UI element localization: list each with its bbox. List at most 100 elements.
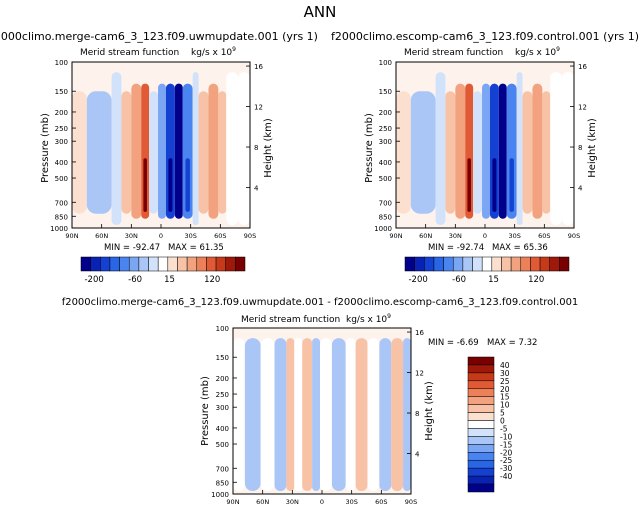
panel-1-cell <box>86 91 112 214</box>
panel-1-colorbar-swatch <box>128 256 140 272</box>
panel-3-colorbar-label: -15 <box>500 440 512 449</box>
panel-1-yticks-right: 16 12 8 4 <box>246 63 263 193</box>
panel-1-colorbar-swatch <box>206 256 217 272</box>
panel-2-ytick-label: 700 <box>379 199 392 207</box>
panel-1-ytick-label: 700 <box>55 199 68 207</box>
panel-1-colorbar-swatch <box>235 256 246 272</box>
panel-3-colorbar-label: -5 <box>500 424 508 433</box>
panel-3-colorbar-swatch <box>467 452 495 461</box>
panel-2-plot <box>395 61 575 229</box>
panel-3-ylabel: Pressure (mb) <box>200 376 211 446</box>
panel-3-units: kg/s x 109 <box>346 313 391 325</box>
panel-1-cell <box>198 91 209 214</box>
panel-3-colorbar-label: -10 <box>500 432 512 441</box>
panel-3-xtick-label: 30N <box>286 498 299 506</box>
panel-3-ytick-label: 1000 <box>211 491 229 499</box>
panel-1-ytick-label: 200 <box>55 109 68 117</box>
panel-1-title: f2000climo.merge-cam6_3_123.f09.uwmupdat… <box>0 30 318 43</box>
panel-2-ytick-right-label: 16 <box>578 63 587 71</box>
panel-1-cell-core <box>177 158 181 212</box>
panel-1-xtick-label: 90N <box>65 232 78 240</box>
panel-1-cell <box>158 83 166 219</box>
panel-1-ytick-label: 300 <box>55 138 68 146</box>
panel-2-colorbar-swatch <box>424 256 435 272</box>
panel-2-cell <box>455 83 466 219</box>
panel-2-cell <box>396 91 411 214</box>
panel-1-colorbar-swatch <box>186 256 198 272</box>
panel-1-cell <box>149 91 159 214</box>
panel-1-colorbar-label: 120 <box>204 275 220 285</box>
panel-1-cell <box>182 83 193 219</box>
panel-2-xtick-label: 0 <box>483 232 487 240</box>
panel-2-cell <box>532 83 543 219</box>
panel-1-cell <box>192 72 199 226</box>
panel-1-xticks: 90N 60N 30N 0 30S 60S 90S <box>65 224 256 240</box>
panel-3-ytick-label: 850 <box>216 479 229 487</box>
panel-3-cell <box>260 338 275 492</box>
panel-3-plot <box>232 327 412 495</box>
panel-1-cell <box>218 91 227 214</box>
panel-3-ytick-label: 200 <box>216 375 229 383</box>
panel-2-cell <box>473 91 483 214</box>
panel-1: f2000climo.merge-cam6_3_123.f09.uwmupdat… <box>0 30 318 285</box>
panel-1-cell-core <box>143 158 147 212</box>
panel-1-ytick-label: 100 <box>55 59 68 67</box>
panel-1-max: MAX = 61.35 <box>168 243 224 253</box>
panel-3-colorbar-swatch <box>467 459 495 469</box>
panel-2-cell <box>445 91 456 214</box>
panel-1-cell <box>72 91 87 214</box>
panel-3-xtick-label: 60N <box>256 498 269 506</box>
panel-2-cell <box>410 91 436 214</box>
panel-1-ytick-right-label: 16 <box>254 63 263 71</box>
panel-1-colorbar-swatch <box>215 256 226 272</box>
panel-3-colorbar-label: 30 <box>500 369 510 378</box>
panel-2-colorbar-swatch <box>520 256 531 272</box>
panel-3-colorbar-swatch <box>467 380 495 390</box>
panel-3-cell <box>286 338 295 492</box>
panel-3-yticks-right: 16 12 8 4 <box>407 329 424 459</box>
panel-2-colorbar-label: 15 <box>488 275 499 285</box>
panel-1-ytick-right-label: 12 <box>254 104 263 112</box>
panel-3-ytick-label: 700 <box>216 465 229 473</box>
panel-2-xticks: 90N 60N 30N 0 30S 60S 90S <box>389 224 580 240</box>
panel-3-colorbar-swatch <box>467 428 495 437</box>
panel-3-cell <box>331 338 346 492</box>
panel-1-cell <box>238 72 250 226</box>
panel-3-colorbar-swatch <box>467 364 495 374</box>
panel-2-cell <box>550 72 563 226</box>
panel-2-xtick-label: 30N <box>449 232 462 240</box>
panel-2-yticks-right: 16 12 8 4 <box>570 63 587 193</box>
panel-2-cell-core <box>492 158 497 212</box>
panel-3-colorbar-label: -20 <box>500 448 512 457</box>
panel-2-xtick-label: 60S <box>538 232 550 240</box>
panel-3-colorbar-label: 0 <box>500 417 505 426</box>
panel-1-units: kg/s x 109 <box>191 46 236 58</box>
panel-2-units: kg/s x 109 <box>515 46 560 58</box>
panel-2-colorbar-swatch <box>549 256 560 272</box>
panel-3-yticks: 100 150 200 250 300 400 500 700 850 1000 <box>211 325 237 499</box>
panel-1-ytick-label: 1000 <box>50 225 68 233</box>
panel-2-colorbar-swatch <box>491 256 502 272</box>
panel-2-ytick-label: 850 <box>379 213 392 221</box>
panel-2-ytick-right-label: 4 <box>578 185 583 193</box>
panel-3-colorbar-swatch <box>467 436 495 445</box>
panel-2-subtitle: Merid stream function <box>404 48 503 58</box>
panel-3-cell <box>233 338 245 492</box>
panel-3-colorbar-swatch <box>467 420 495 429</box>
panel-3-xtick-label: 90N <box>226 498 239 506</box>
panel-1-colorbar-swatch <box>100 256 111 272</box>
panel-2-ylabel-right: Height (km) <box>587 118 598 178</box>
panel-1-plot <box>71 61 251 229</box>
panel-2-ytick-label: 500 <box>379 175 392 183</box>
panel-1-ytick-label: 500 <box>55 175 68 183</box>
panel-2-title: f2000climo.escomp-cam6_3_123.f09.control… <box>331 30 639 43</box>
panel-2-ytick-label: 150 <box>379 88 392 96</box>
panel-2-colorbar-swatch <box>501 256 512 272</box>
panel-2-colorbar-label: 120 <box>528 275 544 285</box>
panel-2-ytick-right-label: 12 <box>578 104 587 112</box>
panel-3-ytick-label: 300 <box>216 404 229 412</box>
panel-3-cell <box>345 338 356 492</box>
panel-2-colorbar-swatch <box>433 256 444 272</box>
